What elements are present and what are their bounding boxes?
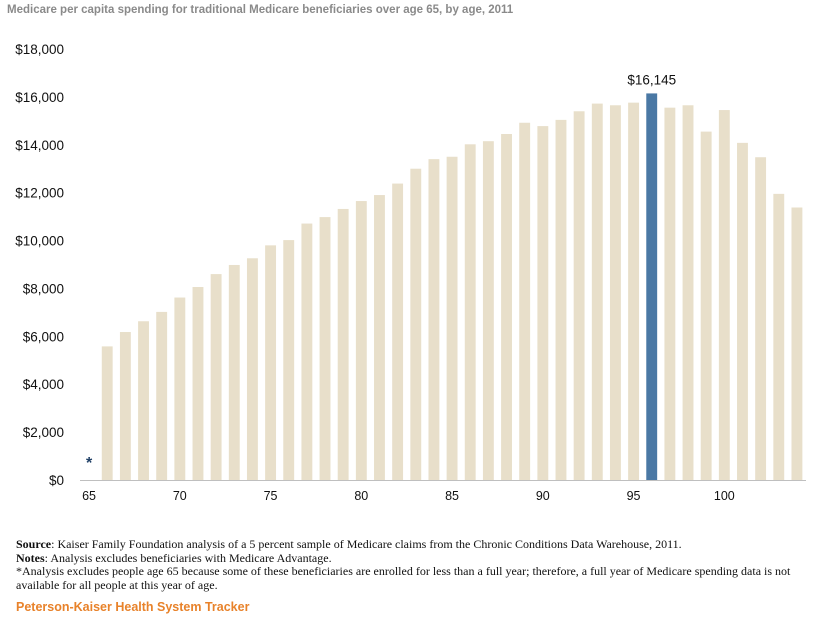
x-tick-label: 70 <box>173 489 187 503</box>
bar-age-77 <box>301 223 313 480</box>
bar-age-70 <box>174 297 186 480</box>
y-tick-label: $18,000 <box>15 42 64 57</box>
notes-label: Notes <box>16 550 45 565</box>
bar-age-73 <box>228 264 240 480</box>
bar-age-93 <box>591 103 603 480</box>
x-tick-label: 95 <box>627 489 641 503</box>
bar-age-76 <box>283 240 295 480</box>
bar-age-94 <box>609 105 621 481</box>
x-tick-label: 65 <box>82 489 96 503</box>
bar-age-74 <box>246 258 258 480</box>
y-tick-label: $10,000 <box>15 234 64 249</box>
bar-age-84 <box>428 159 440 480</box>
bar-age-75 <box>265 245 277 480</box>
bar-age-66 <box>101 346 113 480</box>
bar-age-68 <box>138 321 149 480</box>
bar-age-103 <box>773 193 785 481</box>
notes-text: : Analysis excludes beneficiaries with M… <box>44 550 332 565</box>
y-tick-label: $0 <box>49 473 64 488</box>
bar-age-81 <box>374 195 385 480</box>
bar-age-88 <box>501 134 512 480</box>
bar-age-92 <box>573 111 585 480</box>
bar-age-71 <box>192 287 204 480</box>
tracker-brand: Peterson-Kaiser Health System Tracker <box>16 600 250 614</box>
x-tick-label: 85 <box>445 489 459 503</box>
bar-age-82 <box>392 183 404 480</box>
notes-line: Notes: Analysis excludes beneficiaries w… <box>16 550 816 566</box>
x-tick-label: 80 <box>354 489 368 503</box>
notes-block: Source: Kaiser Family Foundation analysi… <box>16 537 816 592</box>
y-tick-label: $4,000 <box>23 377 64 392</box>
bar-age-85 <box>446 156 458 480</box>
x-tick-label: 75 <box>264 489 278 503</box>
bar-age-87 <box>482 141 494 480</box>
bar-age-96-highlight <box>646 93 658 481</box>
y-tick-label: $16,000 <box>15 90 64 105</box>
y-tick-label: $2,000 <box>23 425 64 440</box>
bar-age-104 <box>791 207 803 480</box>
bar-age-97 <box>664 107 676 480</box>
bar-chart: $0 $2,000 $4,000 $6,000 $8,000 $10,000 $12,000… <box>15 42 806 503</box>
bar-age-80 <box>355 201 367 481</box>
chart-title: Medicare per capita spending for traditi… <box>7 4 514 16</box>
bar-age-67 <box>119 332 131 480</box>
bar-age-91 <box>555 119 567 480</box>
bar-age-90 <box>537 126 549 480</box>
bar-age-99 <box>700 131 712 481</box>
source-text: : Kaiser Family Foundation analysis of a… <box>51 537 682 551</box>
y-tick-label: $8,000 <box>23 281 64 296</box>
bar-age-86 <box>464 144 476 481</box>
bar-age-83 <box>410 168 422 480</box>
source-label: Source <box>16 537 52 551</box>
bar-age-95 <box>628 102 640 480</box>
x-tick-label: 90 <box>536 489 550 503</box>
y-tick-label: $6,000 <box>23 329 64 344</box>
y-tick-label: $14,000 <box>15 138 64 153</box>
bar-age-72 <box>210 274 222 480</box>
source-line: Source: Kaiser Family Foundation analysi… <box>16 537 816 552</box>
y-axis: $0 $2,000 $4,000 $6,000 $8,000 $10,000 $12,000… <box>15 42 64 488</box>
bar-age-69 <box>156 311 168 480</box>
x-tick-label: 100 <box>714 489 735 503</box>
bar-age-98 <box>682 105 694 481</box>
bar-age-89 <box>519 122 531 480</box>
x-axis: 65 70 75 80 85 90 95 100 <box>82 489 735 503</box>
bar-age-78 <box>319 217 331 480</box>
excluded-age-asterisk: * <box>86 455 93 472</box>
highlight-data-label: $16,145 <box>627 72 676 87</box>
bars-group <box>101 93 803 481</box>
bar-age-79 <box>337 208 349 480</box>
bar-age-101 <box>737 142 748 481</box>
y-tick-label: $12,000 <box>15 186 64 201</box>
bar-age-100 <box>718 110 730 480</box>
footnote: *Analysis excludes people age 65 because… <box>16 564 791 592</box>
bar-age-102 <box>755 157 767 481</box>
